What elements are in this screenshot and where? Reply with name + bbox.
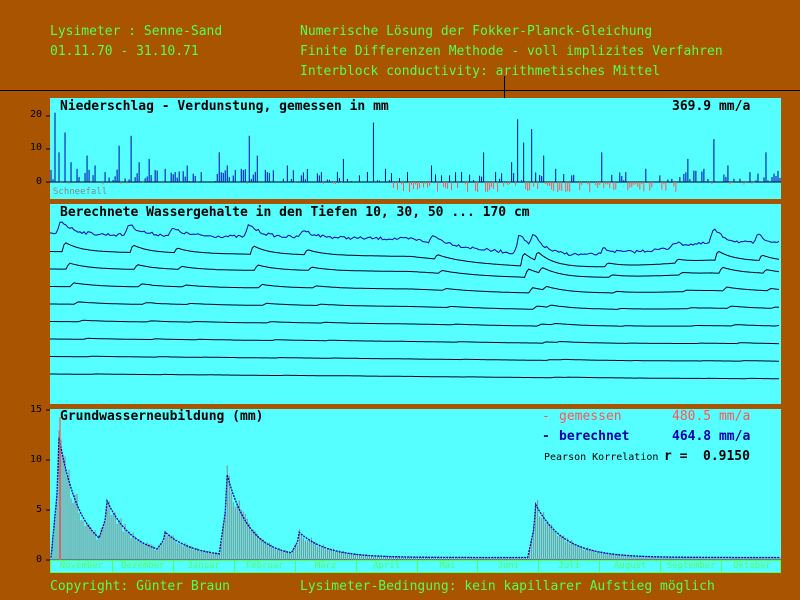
legend-measured-dash: - xyxy=(542,409,550,424)
water-content-line-110cm xyxy=(50,319,780,327)
precip-ytick-0: 0 xyxy=(35,176,42,187)
precip-chart xyxy=(46,112,781,193)
water-content-line-170cm xyxy=(50,373,780,380)
water-content-line-130cm xyxy=(50,337,780,345)
precip-title: Niederschlag - Verdunstung, gemessen in … xyxy=(60,99,389,114)
month-label-4: März xyxy=(294,561,356,572)
lysimeter-condition: Lysimeter-Bedingung: kein kapillarer Auf… xyxy=(300,579,715,594)
recharge-ytick-5: 5 xyxy=(35,504,42,515)
precip-ytick-10: 10 xyxy=(29,142,42,153)
period-label: 01.11.70 - 31.10.71 xyxy=(50,44,199,59)
recharge-ytick-15: 15 xyxy=(29,404,42,415)
recharge-computed-line xyxy=(50,437,780,559)
recharge-ytick-0: 0 xyxy=(35,554,42,565)
copyright: Copyright: Günter Braun xyxy=(50,579,231,594)
month-label-10: September xyxy=(660,561,721,572)
r-value: 0.9150 xyxy=(703,449,750,464)
month-label-11: Oktober xyxy=(721,561,782,572)
r-label: r = xyxy=(664,449,688,464)
month-label-9: August xyxy=(599,561,660,572)
water-content-line-150cm xyxy=(50,355,779,362)
recharge-ytick-10: 10 xyxy=(29,454,42,465)
site-label: Lysimeter : Senne-Sand xyxy=(50,24,223,39)
pearson-label: Pearson Korrelation xyxy=(544,452,659,463)
recharge-panel xyxy=(50,409,781,572)
month-label-8: Juli xyxy=(538,561,599,572)
month-label-6: Mai xyxy=(416,561,478,572)
water-content-line-50cm xyxy=(50,262,780,278)
water-content-line-70cm xyxy=(50,282,780,294)
legend-measured-value: 480.5 mm/a xyxy=(672,409,751,424)
method-line-2: Finite Differenzen Methode - voll impliz… xyxy=(300,44,723,59)
water-content-line-90cm xyxy=(50,301,780,310)
recharge-chart xyxy=(46,409,781,561)
method-line-1: Numerische Lösung der Fokker-Planck-Glei… xyxy=(300,24,653,39)
legend-measured: gemessen xyxy=(559,409,622,424)
month-label-1: Dezember xyxy=(111,561,173,572)
water-title: Berechnete Wassergehalte in den Tiefen 1… xyxy=(60,205,530,220)
water-content-line-10cm xyxy=(49,221,780,256)
legend-computed: berechnet xyxy=(559,429,630,444)
month-label-2: Januar xyxy=(172,561,234,572)
snow-label: Schneefall xyxy=(53,187,108,197)
cursor-line xyxy=(504,76,505,112)
month-label-0: November xyxy=(59,561,104,571)
method-line-3: Interblock conductivity: arithmetisches … xyxy=(300,64,661,79)
month-label-7: Juni xyxy=(477,561,538,572)
water-content-line-30cm xyxy=(50,242,780,268)
month-label-3: Februar xyxy=(233,561,295,572)
month-axis: November Dezember Januar Februar März April Ma… xyxy=(50,560,781,573)
recharge-title: Grundwasserneubildung (mm) xyxy=(60,409,264,424)
water-chart xyxy=(49,221,780,380)
month-label-5: April xyxy=(355,561,417,572)
legend-computed-dash: - xyxy=(542,429,550,444)
header-separator xyxy=(0,90,800,91)
legend-computed-value: 464.8 mm/a xyxy=(672,429,751,444)
precip-ytick-20: 20 xyxy=(29,109,42,120)
precip-total: 369.9 mm/a xyxy=(672,99,751,114)
